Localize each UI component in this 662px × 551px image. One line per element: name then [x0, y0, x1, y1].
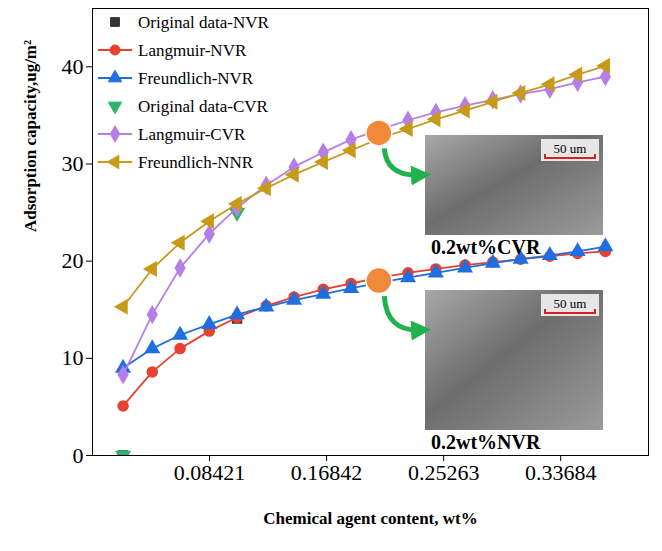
svg-text:20: 20: [62, 248, 84, 273]
svg-text:Original data-CVR: Original data-CVR: [138, 97, 268, 116]
svg-text:30: 30: [62, 151, 84, 176]
svg-text:Chemical agent content, wt%: Chemical agent content, wt%: [263, 509, 477, 528]
svg-text:Original data-NVR: Original data-NVR: [138, 13, 269, 32]
svg-text:0.08421: 0.08421: [174, 460, 246, 485]
svg-text:0: 0: [73, 443, 84, 468]
svg-text:Langmuir-CVR: Langmuir-CVR: [138, 125, 246, 144]
svg-text:40: 40: [62, 54, 84, 79]
svg-text:Adsorption capacity,ug/m²: Adsorption capacity,ug/m²: [21, 40, 40, 232]
svg-text:10: 10: [62, 345, 84, 370]
svg-text:50 um: 50 um: [554, 296, 587, 311]
svg-text:0.2wt%CVR: 0.2wt%CVR: [431, 236, 541, 258]
svg-text:0.16842: 0.16842: [291, 460, 363, 485]
svg-text:Freundlich-NNR: Freundlich-NNR: [138, 153, 254, 172]
svg-text:0.33684: 0.33684: [525, 460, 597, 485]
svg-text:0.25263: 0.25263: [408, 460, 480, 485]
svg-text:50 um: 50 um: [554, 141, 587, 156]
svg-text:Freundlich-NVR: Freundlich-NVR: [138, 69, 254, 88]
svg-text:Langmuir-NVR: Langmuir-NVR: [138, 41, 247, 60]
svg-text:0.2wt%NVR: 0.2wt%NVR: [431, 431, 541, 453]
